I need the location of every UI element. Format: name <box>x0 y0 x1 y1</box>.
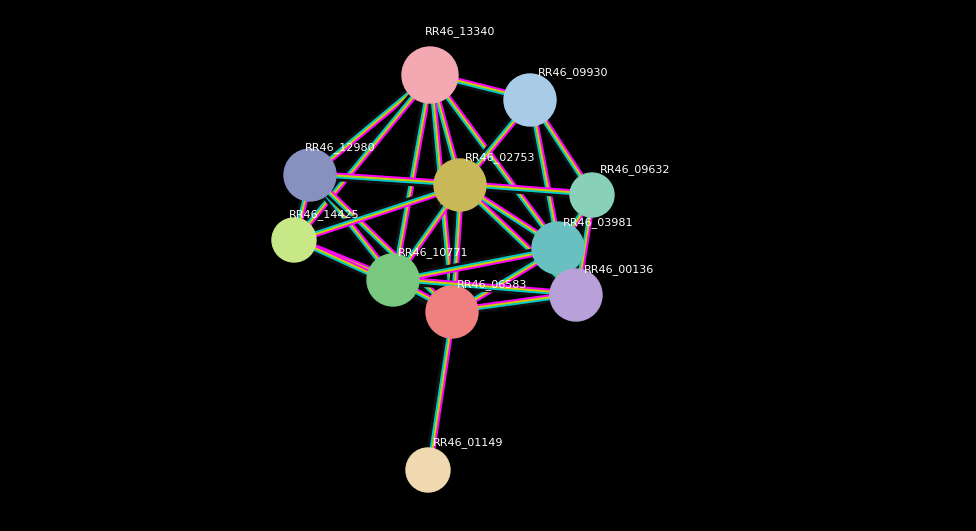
Text: RR46_13340: RR46_13340 <box>425 26 496 37</box>
Circle shape <box>406 448 450 492</box>
Circle shape <box>426 286 478 338</box>
Text: RR46_00136: RR46_00136 <box>584 264 654 275</box>
Circle shape <box>402 47 458 103</box>
Text: RR46_01149: RR46_01149 <box>433 437 504 448</box>
Text: RR46_14425: RR46_14425 <box>289 209 359 220</box>
Circle shape <box>504 74 556 126</box>
Circle shape <box>570 173 614 217</box>
Circle shape <box>532 222 584 274</box>
Circle shape <box>550 269 602 321</box>
Circle shape <box>367 254 419 306</box>
Circle shape <box>272 218 316 262</box>
Text: RR46_03981: RR46_03981 <box>563 217 633 228</box>
Text: RR46_09930: RR46_09930 <box>538 67 608 78</box>
Text: RR46_02753: RR46_02753 <box>465 152 536 163</box>
Text: RR46_09632: RR46_09632 <box>600 164 671 175</box>
Circle shape <box>434 159 486 211</box>
Text: RR46_06583: RR46_06583 <box>457 279 527 290</box>
Text: RR46_10771: RR46_10771 <box>398 247 468 258</box>
Circle shape <box>284 149 336 201</box>
Text: RR46_12980: RR46_12980 <box>305 142 376 153</box>
